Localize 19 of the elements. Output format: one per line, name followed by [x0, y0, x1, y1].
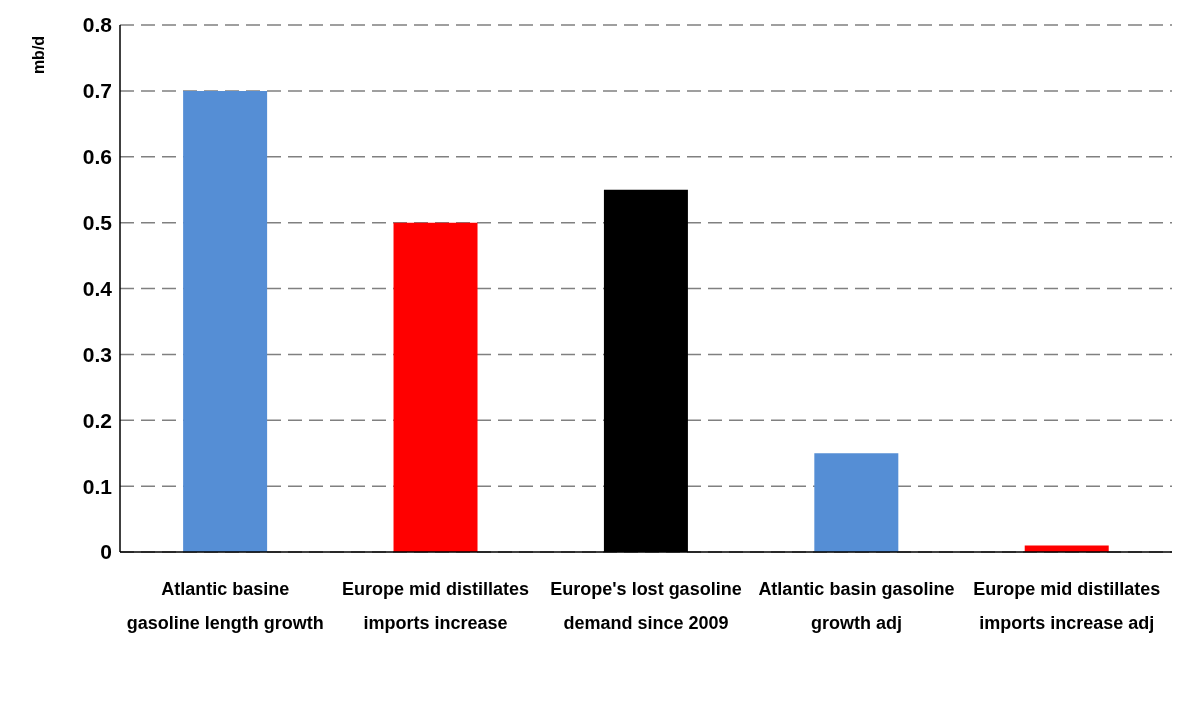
bar — [183, 90, 268, 552]
y-tick-label: 0.3 — [82, 342, 112, 366]
y-tick-label: 0.2 — [82, 408, 112, 432]
y-axis-title: mb/d — [30, 35, 47, 75]
bar — [814, 453, 899, 552]
y-tick-label: 0.7 — [82, 79, 112, 103]
y-tick-label: 0.6 — [82, 145, 112, 169]
y-tick-label: 0.4 — [82, 276, 113, 300]
y-tick-label: 0.5 — [82, 211, 113, 235]
x-tick-label: Europe's lost gasoline demand since 2009 — [550, 578, 742, 633]
bar — [393, 222, 478, 552]
x-tick-label: Atlantic basin gasoline growth adj — [758, 578, 955, 633]
y-tick-label: 0 — [100, 540, 112, 564]
y-tick-label: 0.8 — [82, 13, 113, 37]
y-tick-label: 0.1 — [82, 474, 113, 498]
bar — [1024, 545, 1109, 552]
x-tick-label: Atlantic basine gasoline length growth — [126, 578, 324, 633]
x-tick-label: Europe mid distillates imports increase — [342, 578, 530, 633]
x-tick-label: Europe mid distillates imports increase adj — [973, 578, 1161, 633]
